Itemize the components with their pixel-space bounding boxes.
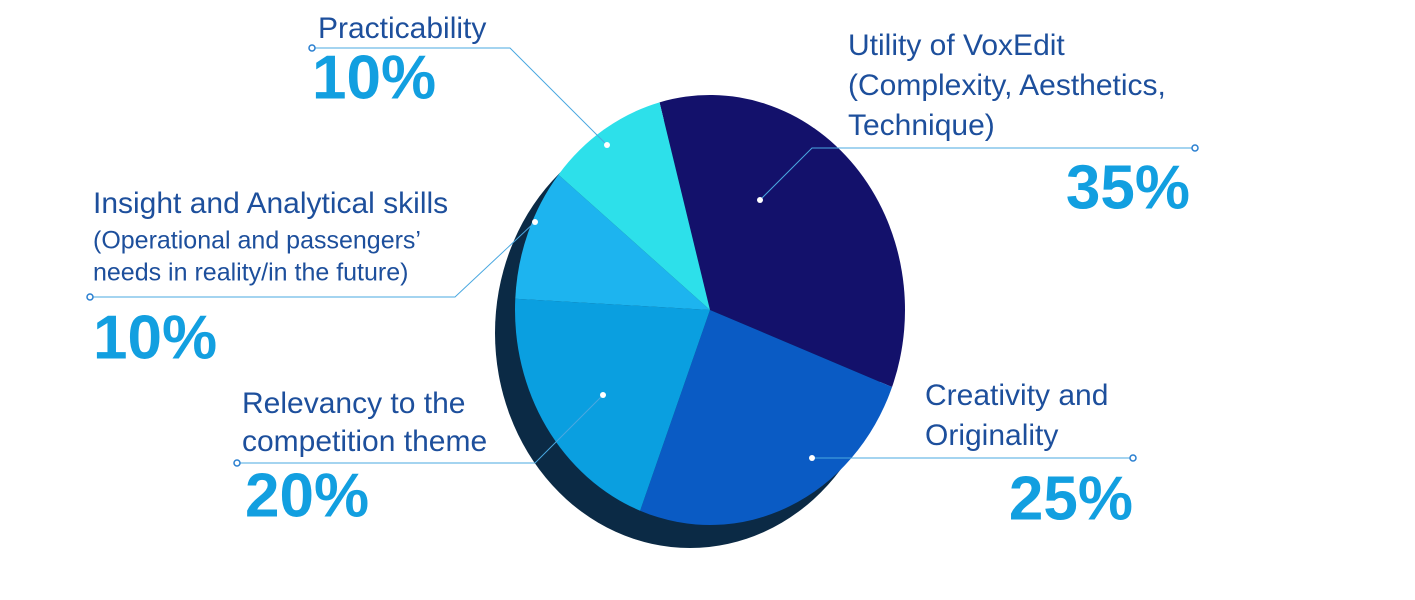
category-label: Relevancy to the: [242, 387, 465, 420]
category-label: needs in reality/in the future): [93, 259, 408, 287]
leader-dot: [1129, 454, 1137, 462]
pie: [514, 95, 905, 525]
leader-line: [312, 47, 608, 146]
pie-slice: [558, 102, 710, 310]
leader-dot: [757, 197, 763, 203]
leader-dot: [604, 142, 610, 148]
leader-line: [237, 394, 604, 464]
category-label: Creativity and: [925, 379, 1108, 412]
pie-slice: [659, 95, 905, 388]
value-label: 25%: [1009, 464, 1133, 533]
category-label: (Complexity, Aesthetics,: [848, 69, 1166, 102]
category-label: (Operational and passengers’: [93, 227, 421, 255]
pie-slice: [514, 298, 710, 511]
category-label: Technique): [848, 109, 995, 142]
leader-dot: [1191, 144, 1199, 152]
category-label: Practicability: [318, 12, 486, 45]
value-label: 20%: [245, 461, 369, 530]
pie-slice: [640, 310, 893, 525]
category-label: competition theme: [242, 425, 487, 458]
value-label: 10%: [312, 43, 436, 112]
leader-dot: [233, 459, 241, 467]
category-label: Insight and Analytical skills: [93, 187, 448, 220]
leader-dot: [600, 392, 606, 398]
leader-dot: [809, 455, 815, 461]
value-label: 10%: [93, 303, 217, 372]
category-label: Utility of VoxEdit: [848, 29, 1065, 62]
value-label: 35%: [1066, 153, 1190, 222]
pie-slice: [515, 174, 710, 310]
category-label: Originality: [925, 419, 1058, 452]
leader-dot: [308, 44, 316, 52]
leader-line: [759, 147, 1195, 201]
leader-line: [90, 221, 536, 298]
leader-dot: [532, 219, 538, 225]
leader-dot: [86, 293, 94, 301]
labels: Utility of VoxEdit (Complexity, Aesthetic…: [86, 12, 1199, 533]
